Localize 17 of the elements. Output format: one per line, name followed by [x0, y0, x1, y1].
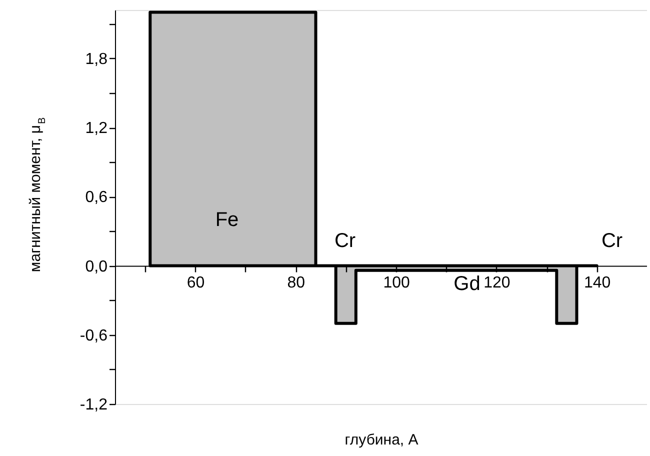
- annotation: Fe: [215, 209, 239, 231]
- y-axis-title: магнитный момент, μB: [27, 117, 48, 272]
- x-axis-title: глубина, А: [344, 432, 418, 448]
- y-tick-label: -0,6: [80, 327, 108, 344]
- annotation: Cr: [601, 230, 623, 252]
- x-tick-label: 60: [186, 274, 205, 292]
- y-tick-label: 0,0: [85, 258, 108, 276]
- y-tick-label: 1,8: [85, 50, 108, 68]
- annotation: Cr: [334, 230, 356, 252]
- x-tick-label: 140: [584, 274, 611, 292]
- y-tick-label: 0,6: [85, 189, 108, 206]
- y-tick-label: -1,2: [80, 396, 108, 414]
- x-tick-label: 100: [383, 274, 410, 292]
- x-tick-label: 120: [484, 274, 510, 292]
- x-tick-label: 80: [287, 274, 306, 292]
- y-tick-label: 1,2: [85, 120, 108, 138]
- annotation: Gd: [454, 273, 480, 295]
